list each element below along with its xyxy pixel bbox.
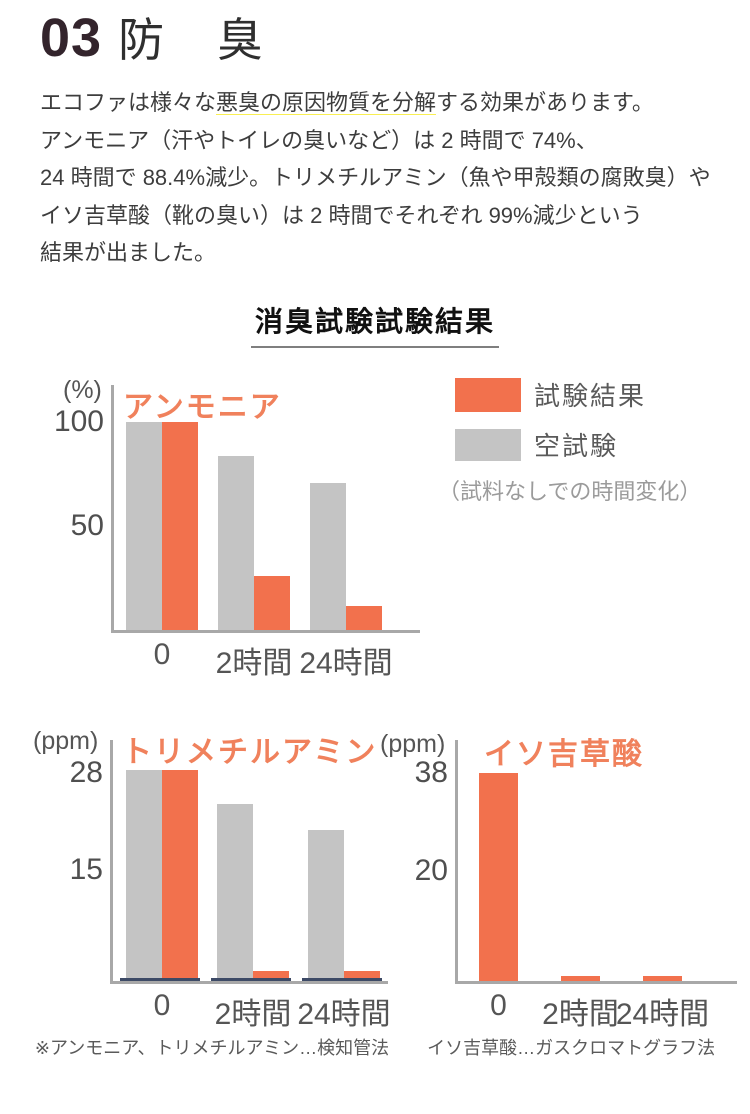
intro-line1-pre: エコファは様々な [40, 90, 217, 115]
bar-test-result [346, 605, 382, 630]
bar-group: 24時間 [299, 482, 393, 680]
bar-blank-test [126, 422, 162, 630]
x-axis-label: 0 [153, 638, 171, 671]
x-axis-label: 2時間 [542, 998, 619, 1031]
legend-swatch-result [455, 377, 521, 412]
chart-title-ammonia: アンモニア [123, 391, 282, 424]
chart-plot-ammonia: 0 2時間 24時間 100 50 [54, 385, 420, 680]
bar-group: 2時間 [211, 803, 291, 1031]
footnote: ※アンモニア、トリメチルアミン…検知管法 イソ吉草酸…ガスクロマトグラフ法 [0, 1034, 750, 1060]
intro-line-1: エコファは様々な悪臭の原因物質を分解する効果があります。 [40, 84, 720, 122]
bar-test-result [254, 576, 290, 630]
y-axis-tick: 38 [414, 755, 448, 789]
bar-group: 0 [126, 422, 198, 671]
legend: 試験結果 空試験 （試料なしでの時間変化） [438, 376, 701, 506]
bar-groups-isovaleric: 0 2時間 24時間 [458, 740, 737, 1031]
bar-test-result [479, 772, 518, 981]
bar-test-result [162, 422, 198, 630]
x-axis-label: 24時間 [299, 647, 393, 680]
intro-line-4: イソ吉草酸（靴の臭い）は 2 時間でそれぞれ 99%減少という [40, 202, 643, 228]
baseline-mark [302, 978, 382, 981]
bar-group: 2時間 [542, 975, 619, 1031]
x-axis-label: 24時間 [297, 998, 391, 1031]
intro-line-3: 24 時間で 88.4%減少。トリメチルアミン（魚や甲殻類の腐敗臭）や [40, 165, 711, 190]
section-title: 防 臭 [118, 14, 283, 66]
intro-paragraph: エコファは様々な悪臭の原因物質を分解する効果があります。 アンモニア（汗やトイレ… [40, 84, 720, 272]
y-axis-unit-ammonia: (%) [63, 376, 102, 404]
y-axis-unit-isovaleric: (ppm) [380, 730, 446, 758]
legend-label-blank: 空試験 [534, 431, 619, 461]
baseline-mark [120, 978, 200, 981]
bar-test-result [253, 970, 289, 978]
legend-label-result: 試験結果 [534, 381, 647, 411]
bar-group: 2時間 [216, 455, 292, 680]
bar-blank-test [126, 770, 162, 978]
chart-plot-trimethylamine: 0 2時間 24時間 28 15 [70, 740, 391, 1031]
intro-line-2: アンモニア（汗やトイレの臭いなど）は 2 時間で 74%、 [40, 127, 598, 153]
x-axis-label: 0 [153, 989, 171, 1022]
legend-swatch-blank [455, 428, 521, 461]
bar-blank-test [218, 455, 254, 630]
y-axis-tick: 50 [70, 509, 104, 543]
intro-line-5: 結果が出ました。 [40, 240, 217, 265]
chart-plot-isovaleric: 0 2時間 24時間 38 20 [415, 740, 737, 1031]
chart-section-title-text: 消臭試験試験結果 [250, 300, 499, 348]
bar-blank-test [310, 482, 346, 630]
bar-test-result [344, 970, 380, 978]
legend-row-blank: 空試験 [455, 426, 701, 463]
bar-blank-test [217, 803, 253, 978]
y-axis-tick: 28 [69, 756, 103, 790]
chart-title-isovaleric: イソ吉草酸 [484, 738, 644, 771]
bar-blank-test [308, 829, 344, 978]
bar-test-result [643, 975, 682, 981]
bar-group: 0 [479, 772, 518, 1022]
bar-groups-trimethylamine: 0 2時間 24時間 [113, 740, 391, 1031]
x-axis-label: 2時間 [215, 647, 293, 680]
y-axis-tick: 100 [53, 405, 104, 439]
x-axis-label: 24時間 [615, 998, 710, 1031]
footnote-method-2: イソ吉草酸…ガスクロマトグラフ法 [427, 1038, 716, 1058]
chart-section-title: 消臭試験試験結果 [0, 300, 750, 348]
intro-line1-post: する効果があります。 [436, 90, 654, 115]
chart-title-trimethylamine: トリメチルアミン [122, 736, 378, 769]
bar-group: 0 [120, 770, 200, 1022]
bar-test-result [162, 770, 198, 978]
legend-note: （試料なしでの時間変化） [438, 479, 702, 504]
x-axis-label: 0 [490, 989, 507, 1022]
section-number: 03 [40, 8, 103, 68]
bar-groups-ammonia: 0 2時間 24時間 [114, 385, 420, 680]
y-axis-tick: 20 [414, 854, 448, 888]
bar-test-result [561, 975, 600, 981]
legend-row-result: 試験結果 [455, 376, 701, 413]
footnote-method-1: ※アンモニア、トリメチルアミン…検知管法 [34, 1038, 390, 1058]
y-axis-tick: 15 [69, 852, 103, 886]
y-axis-unit-trimethylamine: (ppm) [33, 727, 99, 755]
baseline-mark [211, 978, 291, 981]
section-header: 03 防 臭 [40, 4, 283, 70]
bar-group: 24時間 [297, 829, 391, 1031]
x-axis-label: 2時間 [214, 998, 292, 1031]
highlighted-text: 悪臭の原因物質を分解 [216, 90, 437, 115]
bar-group: 24時間 [616, 975, 709, 1031]
